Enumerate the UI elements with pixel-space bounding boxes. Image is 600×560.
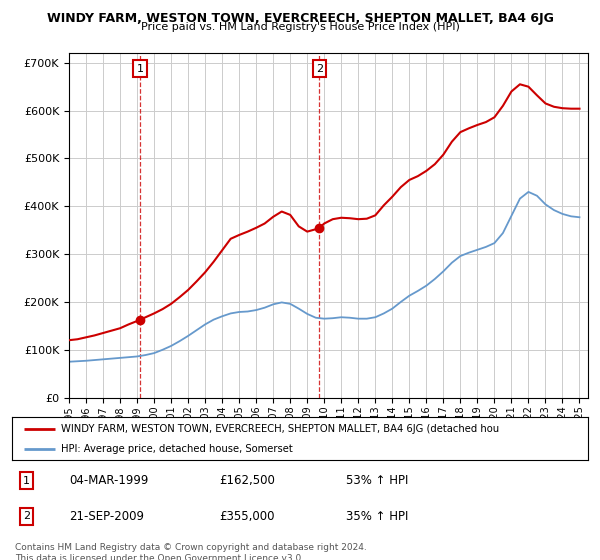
Text: Price paid vs. HM Land Registry's House Price Index (HPI): Price paid vs. HM Land Registry's House … [140, 22, 460, 32]
Text: £162,500: £162,500 [220, 474, 275, 487]
Text: WINDY FARM, WESTON TOWN, EVERCREECH, SHEPTON MALLET, BA4 6JG (detached hou: WINDY FARM, WESTON TOWN, EVERCREECH, SHE… [61, 424, 499, 434]
Text: 1: 1 [23, 475, 30, 486]
Text: HPI: Average price, detached house, Somerset: HPI: Average price, detached house, Some… [61, 445, 293, 454]
Text: 2: 2 [23, 511, 30, 521]
Text: 2: 2 [316, 64, 323, 74]
Text: 1: 1 [136, 64, 143, 74]
Text: WINDY FARM, WESTON TOWN, EVERCREECH, SHEPTON MALLET, BA4 6JG: WINDY FARM, WESTON TOWN, EVERCREECH, SHE… [47, 12, 553, 25]
Text: 35% ↑ HPI: 35% ↑ HPI [346, 510, 409, 523]
Text: 04-MAR-1999: 04-MAR-1999 [70, 474, 149, 487]
Text: 21-SEP-2009: 21-SEP-2009 [70, 510, 145, 523]
Text: 53% ↑ HPI: 53% ↑ HPI [346, 474, 409, 487]
Text: Contains HM Land Registry data © Crown copyright and database right 2024.
This d: Contains HM Land Registry data © Crown c… [15, 543, 367, 560]
Text: £355,000: £355,000 [220, 510, 275, 523]
